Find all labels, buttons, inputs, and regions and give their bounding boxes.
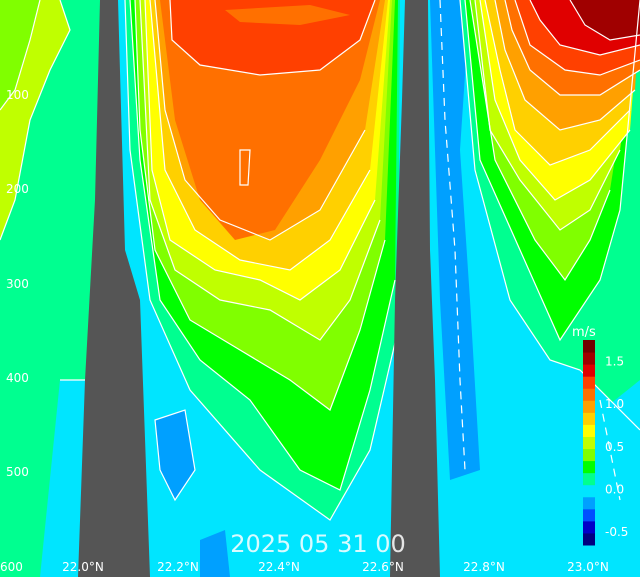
colorbar-unit: m/s (572, 325, 596, 340)
contour-line-center-1 (124, 0, 399, 521)
x-tick-label: 23.0°N (567, 560, 609, 574)
colorbar-tick-label: 1.5 (605, 354, 624, 368)
contour-line-right-neg-2 (599, 399, 621, 501)
colorbar-swatch (583, 412, 595, 425)
topography-ridge-2 (390, 0, 440, 577)
y-tick-label: 200 (6, 182, 29, 196)
colorbar-swatch (583, 460, 595, 474)
contour-line-center-3 (134, 0, 386, 411)
contour-line-right-5 (479, 0, 631, 201)
contour-fill-center-deep-blue (155, 410, 195, 500)
topography (78, 0, 440, 577)
contour-line-right-3 (469, 0, 611, 282)
colorbar-swatch (583, 400, 595, 413)
contour-fill-center-deep-blue-2 (200, 530, 230, 577)
colorbar-swatch (583, 520, 595, 534)
colorbar-swatch (583, 472, 595, 486)
x-axis: 22.0°N 22.2°N 22.4°N 22.6°N 22.8°N 23.0°… (62, 560, 609, 574)
colorbar-swatch (583, 448, 595, 462)
colorbar-tick-label: 1.0 (605, 397, 624, 411)
contour-line-center-6 (149, 0, 371, 271)
contour-line-center-core (239, 149, 251, 186)
colorbar-tick-label: -0.5 (605, 525, 628, 539)
contour-line-right-7 (494, 0, 636, 131)
contour-line-deep (154, 409, 196, 502)
colorbar-swatch (583, 484, 595, 498)
y-tick-label: 500 (6, 465, 29, 479)
contour-line-left-2 (0, 0, 41, 111)
contour-line-center-7 (154, 0, 366, 241)
colorbar-swatch (583, 364, 595, 377)
y-tick-label: 600 (0, 560, 23, 574)
contour-line-right-neg (439, 0, 466, 471)
x-tick-label: 22.2°N (157, 560, 199, 574)
y-tick-label: 300 (6, 277, 29, 291)
colorbar-swatch (583, 436, 595, 450)
contour-line-center-8 (169, 0, 376, 76)
contour-line-center-4 (139, 0, 381, 341)
colorbar-swatch (583, 388, 595, 401)
contour-line-right-9 (514, 0, 640, 76)
colorbar-swatch (583, 508, 595, 522)
contour-fill-right-blue (430, 0, 480, 480)
colorbar-swatch (583, 376, 595, 389)
colorbar-swatch (583, 496, 595, 510)
timestamp-label: 2025 05 31 00 (230, 530, 406, 558)
x-tick-label: 22.4°N (258, 560, 300, 574)
x-tick-label: 22.6°N (362, 560, 404, 574)
contour-line-right-10 (529, 0, 640, 56)
colorbar-tick-label: 0.0 (605, 482, 624, 496)
topography-ridge-1 (78, 0, 150, 577)
colorbar-swatch (583, 424, 595, 437)
contour-line-right-6 (484, 0, 631, 166)
x-tick-label: 22.0°N (62, 560, 104, 574)
contour-fill-right-core (570, 0, 640, 40)
contour-fill-center-core-inner (225, 5, 350, 25)
y-tick-label: 100 (6, 88, 29, 102)
contour-line-right-11 (569, 0, 640, 41)
contour-fill-left-green2 (0, 0, 40, 110)
y-tick-label: 400 (6, 371, 29, 385)
contour-line-center-2 (129, 0, 396, 491)
colorbar-swatch (583, 532, 595, 546)
contour-line-left-1 (0, 0, 71, 241)
contour-line-center-5 (144, 0, 376, 301)
contour-line-right-2 (464, 0, 640, 342)
colorbar: 1.5 1.0 0.5 0.0 -0.5 (583, 340, 628, 546)
colorbar-tick-label: 0.5 (605, 440, 624, 454)
colorbar-swatch (583, 340, 595, 353)
contour-line-right-8 (504, 0, 640, 96)
x-tick-label: 22.8°N (463, 560, 505, 574)
y-axis: 100 200 300 400 500 600 (0, 88, 29, 574)
contour-line-right-4 (474, 0, 621, 231)
colorbar-swatch (583, 352, 595, 365)
